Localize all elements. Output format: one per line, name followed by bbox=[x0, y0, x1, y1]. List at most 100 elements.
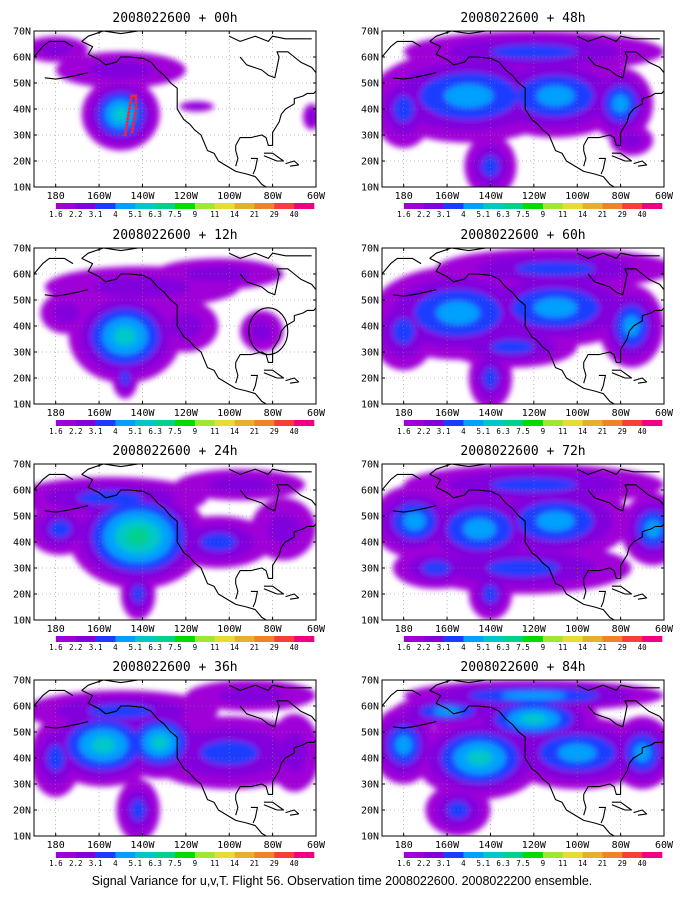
colorbar-swatch bbox=[622, 852, 643, 858]
panel-title: 2008022600 + 72h bbox=[460, 444, 585, 459]
y-tick-label: 70N bbox=[361, 460, 379, 471]
colorbar-label: 40 bbox=[638, 859, 648, 868]
coastline bbox=[250, 806, 258, 824]
colorbar-label: 40 bbox=[638, 427, 648, 436]
grid-lines bbox=[382, 680, 664, 836]
colorbar-swatch bbox=[234, 852, 255, 858]
y-tick-label: 10N bbox=[13, 616, 31, 627]
contour-level-1 bbox=[93, 276, 192, 298]
colorbar-swatch bbox=[384, 203, 405, 209]
coastline bbox=[583, 794, 587, 816]
y-tick-label: 60N bbox=[13, 53, 31, 64]
x-tick-label: 60W bbox=[655, 624, 674, 635]
x-tick-label: 100W bbox=[565, 191, 590, 202]
colorbar-label: 14 bbox=[578, 643, 588, 652]
coastline bbox=[239, 268, 316, 296]
colorbar-swatch bbox=[294, 636, 315, 642]
colorbar-label: 5.1 bbox=[129, 427, 143, 436]
coastline bbox=[81, 40, 267, 187]
colorbar-label: 21 bbox=[250, 859, 259, 868]
coastline bbox=[44, 721, 89, 729]
x-tick-label: 120W bbox=[174, 840, 199, 851]
colorbar-swatch bbox=[642, 636, 663, 642]
coastline bbox=[611, 369, 633, 379]
colorbar-label: 6.3 bbox=[496, 859, 510, 868]
colorbar-swatch bbox=[234, 420, 255, 426]
colorbar-swatch bbox=[503, 636, 524, 642]
colorbar-swatch bbox=[503, 203, 524, 209]
colorbar-label: 9 bbox=[193, 210, 198, 219]
y-tick-label: 50N bbox=[13, 79, 31, 90]
contour-level-3 bbox=[501, 691, 567, 700]
contour-level-4 bbox=[520, 713, 547, 725]
coastline bbox=[34, 473, 74, 491]
sonde-point bbox=[131, 127, 135, 130]
coastline bbox=[633, 809, 648, 816]
coastlines bbox=[34, 248, 331, 404]
coastline bbox=[81, 473, 267, 620]
y-tick-label: 50N bbox=[361, 79, 379, 90]
map-panel: 2008022600 + 48h 10N 20N 30N 40N 50N 60N 70N 180… bbox=[361, 11, 674, 219]
colorbar-swatch bbox=[214, 636, 235, 642]
coastline bbox=[664, 729, 679, 739]
y-tick-label: 70N bbox=[361, 676, 379, 687]
coastline bbox=[81, 680, 139, 691]
contour-level-1 bbox=[307, 110, 316, 124]
coastline bbox=[34, 257, 74, 275]
colorbar-label: 3.1 bbox=[89, 427, 103, 436]
colorbar-label: 2.2 bbox=[69, 210, 83, 219]
colorbar-swatch bbox=[443, 852, 464, 858]
colorbar-swatch bbox=[135, 420, 156, 426]
colorbar-swatch bbox=[135, 203, 156, 209]
x-tick-label: 60W bbox=[655, 191, 674, 202]
sonde-point bbox=[134, 101, 138, 104]
colorbar-label: 1.6 bbox=[49, 859, 63, 868]
x-tick-label: 120W bbox=[522, 191, 547, 202]
x-tick-label: 180 bbox=[395, 840, 413, 851]
x-tick-label: 120W bbox=[174, 408, 199, 419]
coastline bbox=[81, 464, 139, 475]
x-tick-label: 160W bbox=[87, 191, 112, 202]
contour-level-1 bbox=[188, 103, 206, 109]
colorbar-swatch bbox=[542, 636, 564, 642]
colorbar-label: 29 bbox=[618, 210, 627, 219]
colorbar-label: 14 bbox=[230, 859, 240, 868]
coastline bbox=[429, 689, 615, 836]
coastline bbox=[228, 252, 312, 259]
colorbar-swatch bbox=[175, 636, 196, 642]
colorbar-label: 4 bbox=[461, 643, 466, 652]
coastline bbox=[239, 484, 316, 512]
colorbar-swatch bbox=[234, 636, 255, 642]
coastline bbox=[316, 729, 331, 739]
y-tick-label: 70N bbox=[361, 244, 379, 255]
coastline bbox=[583, 90, 664, 146]
colorbar-label: 3.1 bbox=[89, 643, 103, 652]
coastline bbox=[587, 700, 664, 728]
colorbar-label: 11 bbox=[210, 210, 219, 219]
coastline bbox=[316, 297, 331, 307]
colorbar-label: 3.1 bbox=[437, 859, 451, 868]
map-panel: 2008022600 + 84h 10N 20N 30N 40N 50N 60N 70N 180… bbox=[361, 660, 679, 868]
colorbar-swatch bbox=[602, 420, 623, 426]
colorbar-swatch bbox=[523, 203, 544, 209]
y-tick-label: 50N bbox=[361, 296, 379, 307]
coastline bbox=[263, 801, 285, 811]
colorbar-label: 7.5 bbox=[516, 643, 530, 652]
colorbar-label: 5.1 bbox=[129, 210, 143, 219]
colorbar-label: 29 bbox=[618, 859, 627, 868]
colorbar-swatch bbox=[562, 852, 583, 858]
colorbar-label: 1.6 bbox=[397, 643, 411, 652]
colorbar-label: 5.1 bbox=[129, 859, 143, 868]
colorbar-label: 11 bbox=[558, 643, 567, 652]
colorbar-swatch bbox=[582, 420, 603, 426]
colorbar-swatch bbox=[294, 203, 315, 209]
colorbar: 1.6 2.2 3.1 4 5.1 6.3 7.5 9 11 14 21 29 40 bbox=[36, 203, 315, 219]
colorbar-label: 1.6 bbox=[49, 643, 63, 652]
y-tick-label: 20N bbox=[13, 157, 31, 168]
colorbar-swatch bbox=[403, 420, 425, 426]
colorbar-label: 11 bbox=[210, 859, 219, 868]
colorbar-swatch bbox=[95, 636, 116, 642]
colorbar-swatch bbox=[602, 203, 623, 209]
contour-level-3 bbox=[444, 84, 494, 108]
